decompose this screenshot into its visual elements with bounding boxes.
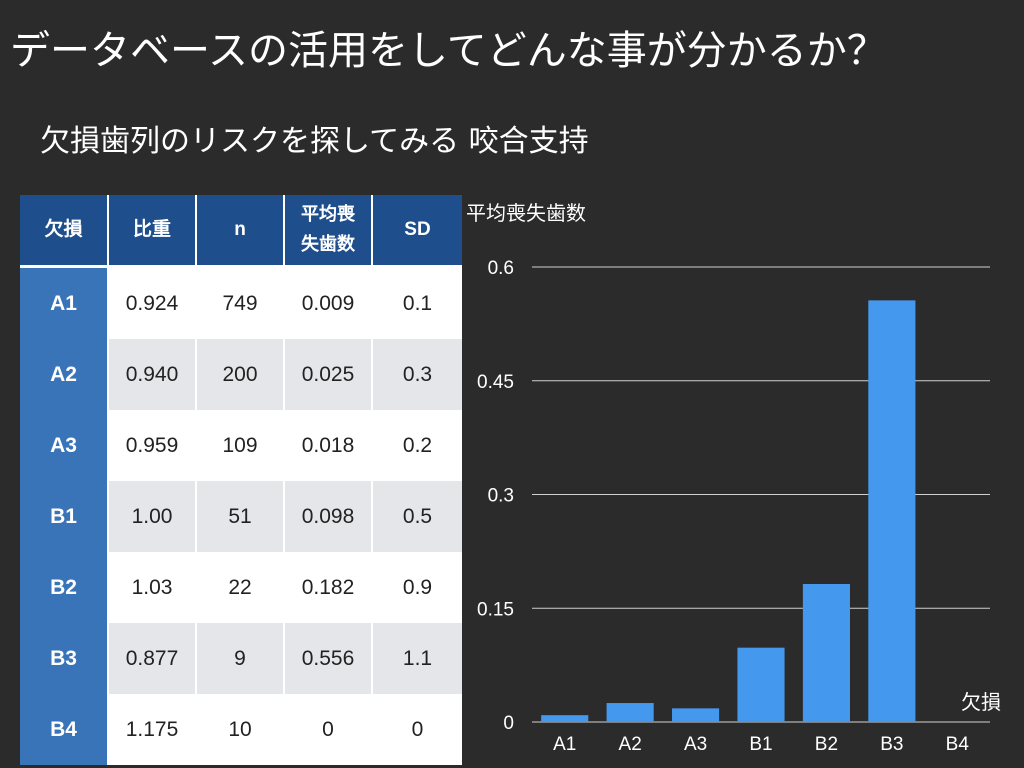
x-tick-label: A2 <box>619 734 642 755</box>
table-cell: 0.959 <box>108 410 197 481</box>
table-cell: 0.556 <box>284 623 373 694</box>
x-tick-label: B1 <box>749 734 772 755</box>
bar <box>737 647 785 722</box>
y-tick-label: 0.3 <box>488 486 514 507</box>
table-cell: 0.5 <box>372 481 462 552</box>
y-tick-label: 0.45 <box>477 372 514 393</box>
table-cell: 51 <box>196 481 285 552</box>
table-cell: A3 <box>20 410 109 481</box>
header-mean-tooth-loss-line1: 平均喪 <box>301 204 355 225</box>
table-cell: 200 <box>196 339 285 410</box>
table-cell: B3 <box>20 623 109 694</box>
table-row: B1 1.00 51 0.098 0.5 <box>20 481 462 552</box>
header-mean-tooth-loss: 平均喪 失歯数 <box>284 195 373 268</box>
table-row: B3 0.877 9 0.556 1.1 <box>20 623 462 694</box>
table-cell: 0.009 <box>284 266 373 339</box>
bar-chart-svg: 平均喪失歯数 0 0.15 0.3 0.45 0.6 A1 A2 A3 B1 B2 B3 B4 欠損 <box>466 202 1001 755</box>
table-cell: B4 <box>20 694 109 765</box>
x-tick-label: A3 <box>684 734 707 755</box>
bar <box>541 715 589 722</box>
table-cell: 749 <box>196 266 285 339</box>
y-axis-label: 平均喪失歯数 <box>466 202 586 225</box>
header-mean-tooth-loss-line2: 失歯数 <box>301 234 355 255</box>
table-row: A3 0.959 109 0.018 0.2 <box>20 410 462 481</box>
table-cell: 0.9 <box>372 552 462 623</box>
slide-subtitle: 欠損歯列のリスクを探してみる 咬合支持 <box>40 124 589 159</box>
slide-title: データベースの活用をしてどんな事が分かるか？ <box>10 28 887 74</box>
table-row: B2 1.03 22 0.182 0.9 <box>20 552 462 623</box>
table-cell: 9 <box>196 623 285 694</box>
table-cell: 1.03 <box>108 552 197 623</box>
header-sd: SD <box>372 195 462 268</box>
x-tick-label: B3 <box>880 734 903 755</box>
table-cell: 0 <box>284 694 373 765</box>
table-header-row: 欠損 比重 n 平均喪 失歯数 SD <box>20 195 462 268</box>
header-weight: 比重 <box>108 195 197 268</box>
table-row: A2 0.940 200 0.025 0.3 <box>20 339 462 410</box>
x-tick-label: B2 <box>815 734 838 755</box>
bar <box>606 703 654 722</box>
table-cell: 1.175 <box>108 694 197 765</box>
table-cell: A2 <box>20 339 109 410</box>
table-cell: B1 <box>20 481 109 552</box>
header-defect: 欠損 <box>20 195 109 268</box>
x-tick-label: A1 <box>553 734 576 755</box>
bar <box>672 708 720 722</box>
table-cell: 0.018 <box>284 410 373 481</box>
x-axis-label: 欠損 <box>961 691 1001 714</box>
table-row: A1 0.924 749 0.009 0.1 <box>20 266 462 339</box>
bar <box>802 583 850 722</box>
y-tick-label: 0 <box>503 713 514 734</box>
table-cell: 1.1 <box>372 623 462 694</box>
table-cell: 0 <box>372 694 462 765</box>
table-cell: 22 <box>196 552 285 623</box>
table-row: B4 1.175 10 0 0 <box>20 694 462 765</box>
table-cell: 0.1 <box>372 266 462 339</box>
x-tick-label: B4 <box>946 734 970 755</box>
table-cell: 0.098 <box>284 481 373 552</box>
table-cell: 10 <box>196 694 285 765</box>
header-n: n <box>196 195 285 268</box>
y-tick-label: 0.15 <box>477 599 514 620</box>
table-cell: 109 <box>196 410 285 481</box>
table-cell: B2 <box>20 552 109 623</box>
table-cell: 0.182 <box>284 552 373 623</box>
y-tick-label: 0.6 <box>488 258 514 279</box>
table-cell: 1.00 <box>108 481 197 552</box>
table-cell: 0.924 <box>108 266 197 339</box>
table-cell: 0.940 <box>108 339 197 410</box>
table-cell: 0.3 <box>372 339 462 410</box>
bar <box>868 300 916 722</box>
table-cell: 0.877 <box>108 623 197 694</box>
bar-chart: 平均喪失歯数 0 0.15 0.3 0.45 0.6 A1 A2 A3 B1 B2 B3 B4 欠損 <box>462 190 1024 768</box>
table-cell: 0.025 <box>284 339 373 410</box>
table-cell: A1 <box>20 266 109 339</box>
data-table: 欠損 比重 n 平均喪 失歯数 SD A1 0.924 749 0.009 0.… <box>20 195 462 765</box>
table-cell: 0.2 <box>372 410 462 481</box>
